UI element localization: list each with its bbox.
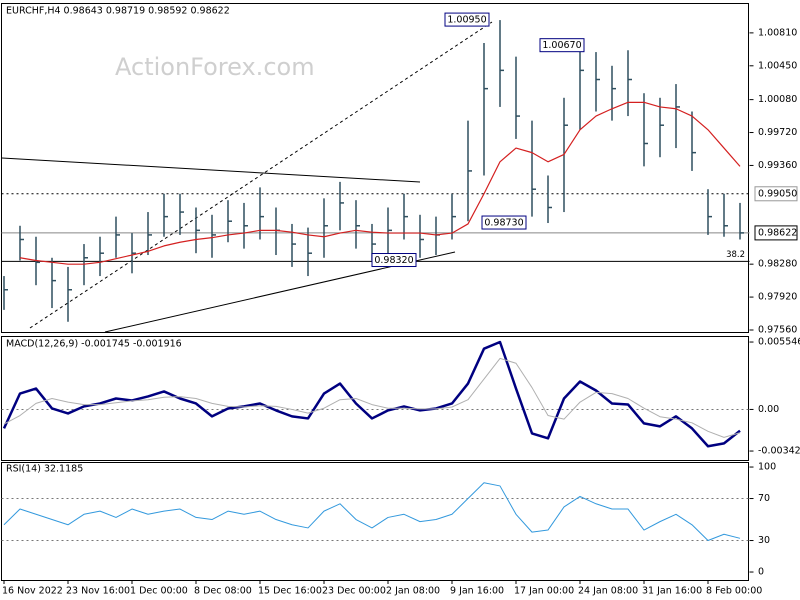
macd-panel — [1, 336, 749, 461]
y-tick-label: 0.97560 — [758, 324, 797, 335]
macd-line — [2, 340, 741, 448]
moving-average — [19, 101, 741, 265]
x-tick-label: 17 Jan 00:00 — [514, 586, 574, 597]
level-box — [754, 225, 798, 241]
x-tick-label: 31 Jan 16:00 — [642, 586, 702, 597]
y-tick-label: 0.99720 — [758, 127, 797, 138]
trend-line — [29, 21, 493, 329]
level-label: 0.99050 — [758, 188, 797, 199]
y-tick-label: 0.97920 — [758, 292, 797, 303]
x-tick-label: 2 Jan 08:00 — [386, 586, 440, 597]
y-tick-label: 0.00 — [758, 404, 779, 415]
y-tick-label: 70 — [758, 493, 770, 504]
rsi-line — [3, 482, 741, 542]
rsi-panel — [1, 462, 749, 581]
x-tick-label: 23 Nov 16:00 — [66, 586, 130, 597]
x-tick-label: 23 Dec 00:00 — [322, 586, 386, 597]
fib-label: 38.2 — [726, 250, 745, 260]
y-tick-label: 1.00450 — [758, 60, 797, 71]
annotation-label: 0.98320 — [374, 255, 413, 266]
y-tick-label: -0.003423 — [758, 446, 800, 457]
annotation-box — [539, 38, 585, 53]
trend-line — [1, 157, 421, 183]
y-tick-label: 0 — [758, 567, 764, 578]
watermark: ActionForex.com — [115, 53, 315, 81]
annotation-label: 0.98730 — [484, 218, 523, 229]
y-tick-label: 100 — [758, 462, 776, 473]
annotation-box — [481, 215, 527, 230]
x-tick-label: 9 Jan 16:00 — [450, 586, 504, 597]
y-tick-label: 0.99360 — [758, 160, 797, 171]
price-panel — [1, 3, 749, 333]
x-tick-label: 1 Dec 00:00 — [130, 586, 188, 597]
x-tick-label: 15 Dec 16:00 — [258, 586, 322, 597]
y-tick-label: 1.00810 — [758, 27, 797, 38]
y-tick-label: 0.98280 — [758, 259, 797, 270]
annotation-label: 1.00670 — [542, 40, 581, 51]
y-tick-label: 0.005546 — [758, 337, 800, 348]
y-tick-label: 1.00080 — [758, 94, 797, 105]
annotation-box — [444, 12, 490, 27]
level-label: 0.98622 — [758, 227, 797, 238]
annotation-label: 1.00950 — [447, 15, 486, 26]
signal-line — [3, 357, 741, 438]
rsi-title: RSI(14) 32.1185 — [6, 464, 83, 475]
x-tick-label: 8 Feb 00:00 — [706, 586, 762, 597]
x-tick-label: 24 Jan 08:00 — [578, 586, 638, 597]
macd-title: MACD(12,26,9) -0.001745 -0.001916 — [6, 339, 182, 350]
level-box — [754, 186, 798, 202]
annotation-box — [371, 253, 417, 268]
price-title: EURCHF,H4 0.98643 0.98719 0.98592 0.9862… — [6, 6, 230, 17]
x-tick-label: 16 Nov 2022 — [2, 586, 63, 597]
x-tick-label: 8 Dec 08:00 — [194, 586, 252, 597]
y-tick-label: 30 — [758, 535, 770, 546]
